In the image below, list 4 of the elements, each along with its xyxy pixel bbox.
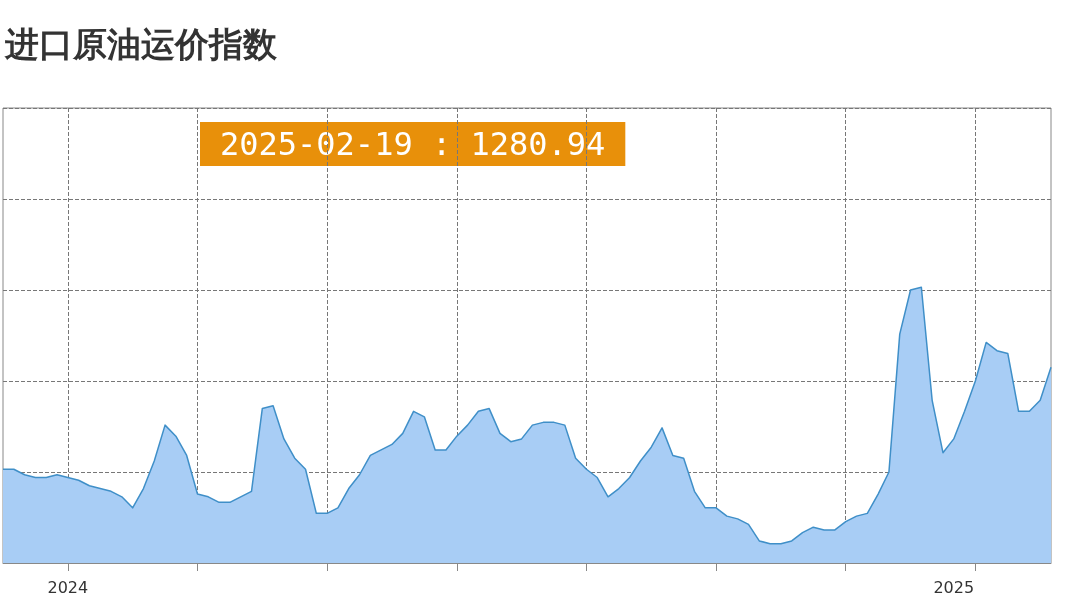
x-tick-label: 2025: [933, 577, 975, 597]
text: 2025-02-19 : 1280.94: [220, 125, 606, 163]
x-tick-label: 2024: [47, 577, 89, 597]
chart-title: 进口原油运价指数: [4, 24, 278, 64]
